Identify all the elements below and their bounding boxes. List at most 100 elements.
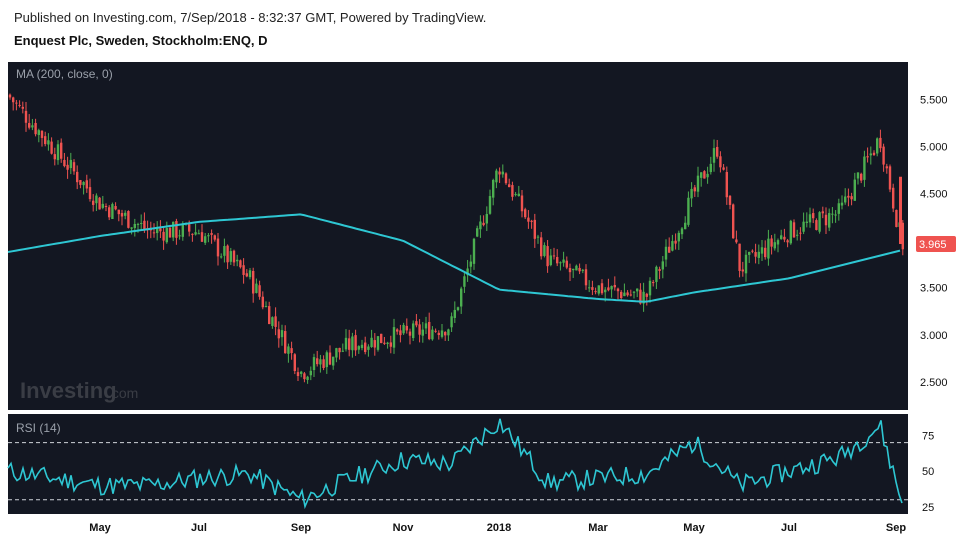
candle-body [808,214,812,223]
candle-body [773,242,776,249]
candle-body [514,194,517,196]
candle-body [85,180,88,189]
candle-body [802,221,805,232]
candle-body [264,306,268,308]
candle-body [786,240,789,243]
candle-body [767,238,770,259]
candle-body [258,285,261,297]
candle-body [520,195,524,212]
rsi-pane[interactable] [8,414,908,514]
candle-body [245,273,248,277]
candle-body [296,372,300,377]
candle-body [751,250,754,252]
candle-body [690,188,693,199]
candle-body [482,222,485,226]
candle-body [703,171,706,179]
candle-body [616,288,620,292]
candle-body [815,220,818,230]
candle-body [901,222,904,250]
candle-body [895,209,898,228]
candle-body [348,338,351,350]
candle-body [847,195,850,198]
candle-body [687,197,690,225]
candle-body [488,196,492,214]
candle-body [559,262,562,264]
candle-body [98,197,101,210]
candle-body [111,204,114,220]
candle-body [124,212,127,216]
candle-body [383,342,386,344]
candle-body [408,331,412,336]
watermark-brand: Investing [20,378,117,403]
rsi-tick-label: 75 [922,430,934,442]
candle-body [866,156,869,158]
candle-body [319,359,322,365]
watermark-suffix: .com [108,385,138,401]
candle-body [162,231,165,241]
time-tick-label: 2018 [487,522,511,534]
candle-body [892,187,895,209]
candle-body [248,270,252,278]
candle-body [82,182,85,186]
candle-body [645,293,648,297]
candle-body [156,228,159,234]
time-axis[interactable]: May Jul Sep Nov 2018 Mar May Jul Sep [89,522,906,534]
candle-body [284,331,287,354]
ma-200-line [7,213,901,303]
main-pane[interactable] [8,62,908,410]
candle-body [354,335,357,351]
candle-body [229,251,232,262]
candle-body [575,265,578,271]
candle-body [143,220,146,229]
candle-body [799,232,802,234]
candle-body [581,269,584,271]
candle-body [824,214,828,226]
candle-body [831,213,834,215]
candle-body [191,233,194,235]
rsi-axis[interactable]: 75 50 25 [922,430,934,513]
candle-body [287,346,290,354]
candle-body [485,213,488,224]
candle-body [770,238,773,247]
candle-body [530,220,533,222]
candle-body [565,260,568,268]
candle-body [322,359,325,369]
candle-body [783,236,786,240]
candle-body [178,235,181,237]
candle-body [216,238,220,257]
candle-body [79,180,82,185]
candle-body [399,330,402,336]
candle-body [28,123,31,128]
candle-body [607,287,610,291]
candle-body [415,321,418,326]
candle-body [463,276,466,287]
candle-body [338,347,341,353]
candle-body [316,358,319,365]
candle-body [104,206,108,207]
candle-body [498,171,501,175]
candle-body [50,141,53,154]
candle-body [165,228,168,243]
time-tick-label: Mar [588,522,608,534]
candle-body [680,228,684,235]
candle-body [540,237,543,257]
rsi-indicator-label[interactable]: RSI (14) [16,421,61,435]
candle-body [805,221,808,223]
candle-body [527,217,530,222]
candle-body [876,138,879,154]
candle-body [594,291,597,293]
candle-body [63,159,66,167]
candle-body [290,348,293,354]
ma-indicator-label[interactable]: MA (200, close, 0) [16,67,113,81]
candle-body [882,146,885,165]
candle-body [738,243,741,271]
candle-body [856,172,860,179]
candle-body [776,240,780,245]
candle-body [66,164,69,170]
candle-body [357,346,360,350]
candle-body [335,348,338,358]
candle-body [757,251,760,258]
candle-body [306,376,309,380]
candle-body [642,291,645,304]
